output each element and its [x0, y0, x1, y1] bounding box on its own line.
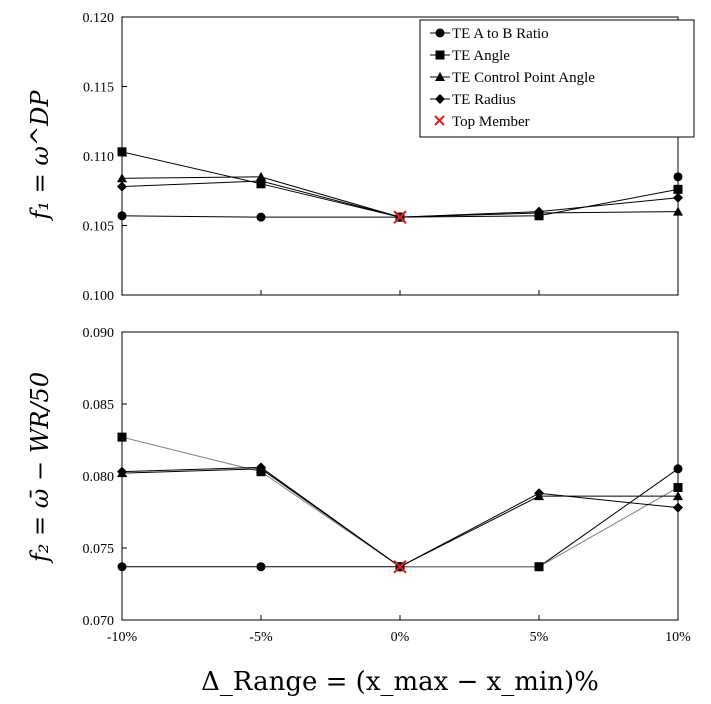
legend: TE A to B Ratio TE Angle TE Control Poin…: [419, 19, 695, 138]
x-tick-label: 0%: [391, 630, 410, 645]
top-panel: 0.100 0.105 0.110 0.115 0.120: [83, 11, 683, 304]
plot-area: [121, 331, 679, 621]
diamond-marker-icon: [435, 94, 445, 104]
square-marker-icon: [435, 50, 445, 60]
data-point-te-radius: [534, 206, 544, 217]
legend-item-top-member: Top Member: [434, 114, 530, 130]
data-point-top-member: [393, 210, 407, 224]
data-point-te-a-to-b-ratio: [256, 212, 266, 222]
bottom-y-axis-label: f₂ = ω̄ − WR/50: [26, 372, 54, 564]
triangle-marker-icon: [435, 72, 445, 81]
legend-label: TE Angle: [452, 48, 510, 64]
legend-item-te-control-point-angle: TE Control Point Angle: [430, 70, 595, 86]
data-point-te-control-point-angle: [673, 206, 683, 216]
data-point-te-a-to-b-ratio: [256, 562, 266, 572]
data-point-top-member: [393, 559, 407, 574]
y-tick-label: 0.075: [83, 542, 115, 557]
x-tick-label: 10%: [665, 630, 691, 645]
series-line-te-angle: [121, 436, 679, 568]
top-y-axis-label: f₁ = ω^DP: [26, 90, 54, 222]
data-point-te-angle: [673, 184, 683, 194]
data-point-te-radius: [673, 502, 683, 513]
y-tick-label: 0.110: [83, 150, 114, 165]
series-line-te-radius: [121, 180, 679, 218]
data-point-te-radius: [673, 192, 683, 203]
data-point-te-radius: [256, 462, 266, 473]
legend-label: TE A to B Ratio: [452, 26, 549, 42]
series-line-te-angle: [121, 151, 679, 218]
y-tick-label: 0.070: [83, 614, 115, 629]
series-line-te-control-point-angle: [121, 468, 678, 568]
data-point-te-control-point-angle: [117, 173, 127, 183]
legend-item-te-a-to-b-ratio: TE A to B Ratio: [430, 26, 549, 42]
y-tick-label: 0.100: [83, 289, 115, 304]
legend-label: TE Control Point Angle: [452, 70, 595, 86]
y-tick-label: 0.090: [83, 326, 115, 341]
data-point-te-angle: [673, 483, 683, 493]
data-point-te-angle: [534, 562, 544, 572]
data-point-te-a-to-b-ratio: [673, 464, 683, 474]
legend-item-te-radius: TE Radius: [430, 92, 516, 108]
legend-label: TE Radius: [452, 92, 516, 108]
series-line-te-a-to-b-ratio: [122, 468, 679, 568]
legend-label: Top Member: [452, 114, 530, 130]
data-point-te-a-to-b-ratio: [673, 172, 683, 182]
y-tick-label: 0.080: [83, 470, 115, 485]
data-point-te-radius: [256, 176, 266, 187]
data-point-te-radius: [534, 488, 544, 499]
data-point-te-angle: [117, 147, 127, 157]
data-point-te-a-to-b-ratio: [117, 562, 127, 572]
legend-item-te-angle: TE Angle: [430, 48, 510, 64]
data-point-te-angle: [117, 432, 127, 442]
data-point-te-radius: [117, 181, 127, 192]
x-axis-label: Δ_Range = (x_max − x_min)%: [201, 667, 599, 697]
data-point-te-a-to-b-ratio: [117, 211, 127, 221]
legend-box: [419, 19, 695, 138]
y-tick-label: 0.105: [83, 220, 115, 235]
x-tick-label: -5%: [249, 630, 273, 645]
data-point-te-radius: [117, 466, 127, 477]
y-tick-label: 0.120: [83, 11, 115, 26]
x-tick-label: -10%: [107, 630, 138, 645]
data-point-te-control-point-angle: [673, 491, 683, 501]
circle-marker-icon: [435, 28, 445, 38]
x-tick-label: 5%: [530, 630, 549, 645]
x-marker-icon: [434, 115, 445, 126]
bottom-panel: 0.070 0.075 0.080 0.085 0.090 -10% -5% 0% 5% 10%: [83, 326, 692, 645]
y-tick-label: 0.085: [83, 398, 115, 413]
series-line-te-radius: [121, 466, 679, 568]
y-tick-label: 0.115: [83, 81, 114, 96]
